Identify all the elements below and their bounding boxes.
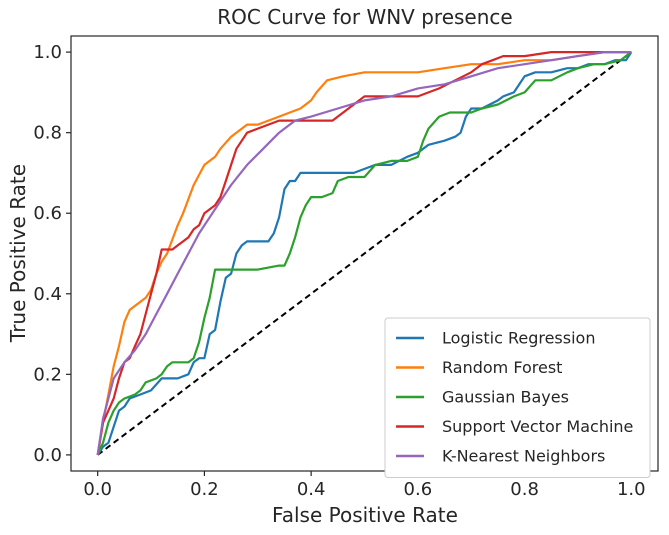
series-line-random-forest [96, 50, 632, 456]
series-line-support-vector-machine [96, 50, 632, 456]
x-tick-label: 0.0 [83, 479, 112, 500]
y-tick-label: 0.0 [33, 445, 62, 466]
x-tick-label: 0.2 [190, 479, 219, 500]
legend-label: Support Vector Machine [442, 417, 633, 436]
y-tick-label: 0.2 [33, 364, 62, 385]
x-tick-label: 1.0 [617, 479, 646, 500]
x-tick-label: 0.6 [404, 479, 433, 500]
x-tick-label: 0.4 [297, 479, 326, 500]
legend: Logistic Regression Random Forest Gaussian… [384, 317, 651, 478]
series-line-gaussian-bayes [96, 51, 632, 456]
series-lines [96, 50, 633, 456]
chart-title: ROC Curve for WNV presence [217, 5, 512, 29]
series-line-k-nearest-neighbors [96, 50, 632, 456]
x-tick-label: 0.8 [510, 479, 539, 500]
legend-label: Random Forest [442, 358, 562, 377]
plot-area [70, 35, 659, 472]
reference-diagonal-line [97, 51, 632, 456]
x-axis-label: False Positive Rate [272, 503, 458, 527]
y-tick-label: 0.6 [33, 203, 62, 224]
legend-box [384, 317, 651, 478]
legend-label: Logistic Regression [442, 329, 595, 348]
y-tick-label: 0.4 [33, 284, 62, 305]
legend-label: K-Nearest Neighbors [442, 447, 605, 466]
y-axis-ticks: 0.0 0.2 0.4 0.6 0.8 1.0 [33, 42, 71, 466]
series-line-logistic-regression [96, 51, 633, 456]
y-axis-label: True Positive Rate [6, 164, 30, 343]
y-tick-label: 1.0 [33, 42, 62, 63]
legend-label: Gaussian Bayes [442, 388, 569, 407]
y-tick-label: 0.8 [33, 123, 62, 144]
